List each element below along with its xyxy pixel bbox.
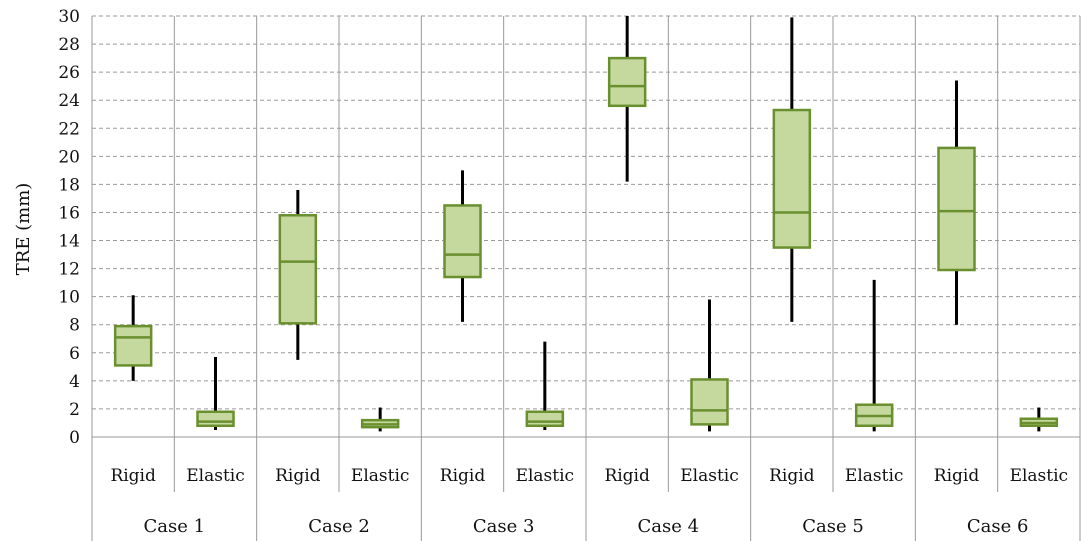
group-label: Case 2 xyxy=(308,516,370,537)
y-tick-label: 6 xyxy=(69,344,80,364)
category-label: Elastic xyxy=(516,466,575,486)
category-label: Elastic xyxy=(351,466,410,486)
category-label: Rigid xyxy=(769,466,815,486)
box xyxy=(607,56,647,108)
y-tick-label: 18 xyxy=(58,175,80,195)
category-label: Elastic xyxy=(845,466,904,486)
y-tick-label: 24 xyxy=(58,91,80,111)
category-label: Rigid xyxy=(110,466,156,486)
box xyxy=(196,410,235,428)
y-tick-label: 2 xyxy=(69,400,80,420)
box xyxy=(443,204,482,279)
category-label: Elastic xyxy=(1010,466,1069,486)
group-label: Case 4 xyxy=(638,516,700,537)
category-label: Elastic xyxy=(680,466,739,486)
group-label: Case 3 xyxy=(473,516,535,537)
group-label: Case 5 xyxy=(802,516,864,537)
category-label: Rigid xyxy=(604,466,650,486)
y-tick-label: 4 xyxy=(69,372,80,392)
box xyxy=(690,378,729,426)
y-tick-label: 30 xyxy=(58,7,80,27)
box xyxy=(278,214,318,325)
box xyxy=(772,108,812,249)
category-label: Rigid xyxy=(934,466,980,486)
group-label: Case 1 xyxy=(144,516,206,537)
y-tick-label: 12 xyxy=(58,260,80,280)
y-tick-label: 28 xyxy=(58,35,80,55)
y-tick-label: 20 xyxy=(58,147,80,167)
y-tick-label: 8 xyxy=(69,316,80,336)
box xyxy=(937,146,976,272)
group-label: Case 6 xyxy=(967,516,1029,537)
category-label: Rigid xyxy=(275,466,321,486)
box-plots xyxy=(113,16,1059,432)
y-tick-label: 26 xyxy=(58,63,80,83)
y-tick-label: 14 xyxy=(58,232,80,252)
y-axis-label: TRE (mm) xyxy=(13,183,34,276)
category-label: Rigid xyxy=(440,466,486,486)
category-label: Elastic xyxy=(186,466,245,486)
box xyxy=(113,324,153,367)
y-tick-label: 10 xyxy=(58,288,80,308)
y-tick-label: 16 xyxy=(58,203,80,223)
y-tick-label: 0 xyxy=(69,428,80,448)
box xyxy=(525,410,565,428)
y-tick-label: 22 xyxy=(58,119,80,139)
axes xyxy=(91,16,1081,541)
